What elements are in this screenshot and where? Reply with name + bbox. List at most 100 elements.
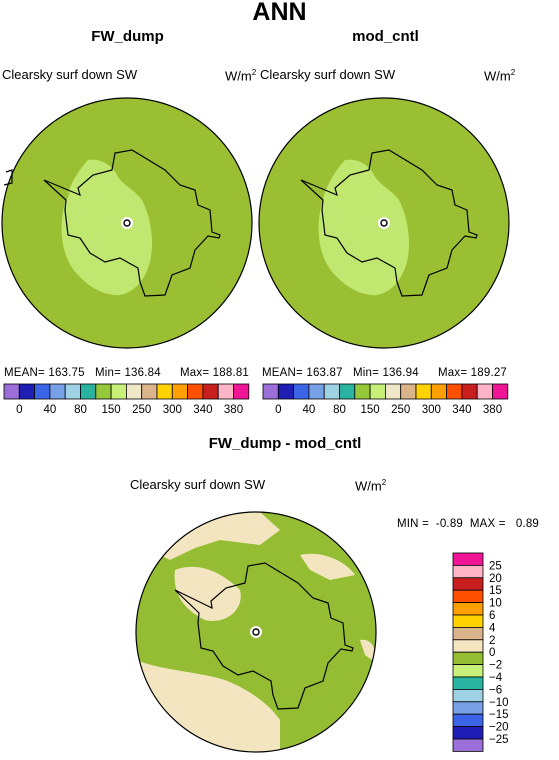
colorbar-diff-tick-label: −25 bbox=[489, 734, 509, 746]
colorbar-diff-swatch bbox=[452, 651, 484, 666]
colorbar-left-swatch bbox=[202, 383, 219, 400]
colorbar-left-swatch bbox=[217, 383, 234, 400]
colorbar-left: 0 40 80 150 250 300 340 380 bbox=[3, 383, 250, 416]
map-diff-outline bbox=[174, 562, 354, 710]
map-left-pole-marker bbox=[121, 217, 133, 229]
colorbar-left-swatch bbox=[171, 383, 189, 400]
colorbar-right-swatch bbox=[277, 383, 294, 400]
colorbar-diff-swatch bbox=[452, 726, 484, 740]
variable-label-right: Clearsky surf down SW bbox=[260, 67, 396, 82]
map-diff bbox=[135, 511, 377, 753]
panel-title-diff: FW_dump - mod_cntl bbox=[208, 435, 362, 452]
stats-mean-right: MEAN= 163.87 bbox=[262, 367, 343, 379]
colorbar-diff-swatch bbox=[452, 689, 484, 703]
colorbar-diff-swatch bbox=[452, 676, 484, 690]
colorbar-left-tick-label: 300 bbox=[163, 404, 182, 416]
colorbar-diff-tick-label: −20 bbox=[489, 722, 509, 734]
colorbar-diff-swatch bbox=[452, 614, 484, 628]
colorbar-diff-swatch bbox=[452, 602, 484, 616]
colorbar-diff-swatch bbox=[452, 664, 484, 678]
colorbar-left-swatch bbox=[34, 383, 51, 400]
colorbar-right-swatch bbox=[293, 383, 310, 400]
panel-title-right: mod_cntl bbox=[352, 28, 419, 45]
colorbar-right-swatch bbox=[492, 383, 509, 400]
map-left bbox=[1, 97, 253, 349]
colorbar-diff-tick-label: −2 bbox=[489, 660, 502, 672]
colorbar-diff-swatch bbox=[452, 639, 484, 653]
panel-title-left: FW_dump bbox=[91, 28, 164, 45]
colorbar-left-swatch bbox=[49, 383, 66, 400]
stats-min-left: Min= 136.84 bbox=[95, 367, 161, 379]
colorbar-diff-tick-label: −15 bbox=[489, 709, 509, 721]
colorbar-right-swatch bbox=[369, 383, 386, 400]
colorbar-left-tick-label: 340 bbox=[193, 404, 212, 416]
colorbar-diff-swatch bbox=[452, 589, 484, 604]
colorbar-right: 0 40 80 150 250 300 340 380 bbox=[262, 383, 509, 416]
colorbar-diff-tick-label: 2 bbox=[489, 635, 495, 647]
colorbar-right-tick-label: 150 bbox=[361, 404, 380, 416]
colorbar-left-tick-label: 40 bbox=[44, 404, 57, 416]
colorbar-right-swatch bbox=[400, 383, 417, 400]
map-right-inner-region bbox=[318, 159, 410, 296]
colorbar-right-tick-label: 80 bbox=[333, 404, 346, 416]
colorbar-diff-swatch bbox=[452, 552, 484, 566]
colorbar-left-tick-label: 80 bbox=[74, 404, 87, 416]
colorbar-left-swatch bbox=[141, 383, 158, 400]
colorbar-right-swatch bbox=[476, 383, 493, 400]
colorbar-diff-tick-label: 10 bbox=[489, 598, 502, 610]
colorbar-right-swatch bbox=[384, 383, 402, 400]
colorbar-diff-tick-label: 0 bbox=[489, 647, 495, 659]
map-left-outline bbox=[43, 149, 221, 297]
colorbar-right-swatch bbox=[446, 383, 463, 400]
colorbar-right-tick-label: 250 bbox=[391, 404, 410, 416]
figure-title: ANN bbox=[252, 0, 307, 26]
stats-max-right: Max= 189.27 bbox=[438, 367, 508, 379]
colorbar-diff-tick-label: −10 bbox=[489, 697, 509, 709]
colorbar-diff-tick-label: 4 bbox=[489, 622, 496, 634]
colorbar-right-tick-label: 300 bbox=[422, 404, 441, 416]
colorbar-left-tick-label: 0 bbox=[16, 404, 22, 416]
colorbar-left-swatch bbox=[233, 383, 250, 400]
units-label-left: W/m2 bbox=[225, 68, 257, 84]
colorbar-right-tick-label: 0 bbox=[275, 404, 281, 416]
colorbar-left-tick-label: 150 bbox=[102, 404, 121, 416]
colorbar-right-tick-label: 340 bbox=[452, 404, 471, 416]
variable-label-left: Clearsky surf down SW bbox=[2, 67, 138, 82]
colorbar-diff-swatch bbox=[452, 738, 484, 752]
colorbar-right-swatch bbox=[461, 383, 478, 400]
colorbar-right-tick-label: 380 bbox=[483, 404, 502, 416]
map-left-inner-region bbox=[61, 159, 153, 296]
map-diff-pale-region-left bbox=[174, 566, 241, 621]
colorbar-left-swatch bbox=[126, 383, 143, 400]
colorbar-diff-tick-label: −4 bbox=[489, 672, 503, 684]
colorbar-left-swatch bbox=[80, 383, 97, 400]
stats-mean-left: MEAN= 163.75 bbox=[4, 367, 85, 379]
map-diff-pole-marker bbox=[250, 626, 262, 638]
colorbar-left-swatch bbox=[156, 383, 173, 400]
colorbar-left-tick-label: 380 bbox=[224, 404, 243, 416]
colorbar-left-tick-label: 250 bbox=[132, 404, 151, 416]
colorbar-right-swatch bbox=[430, 383, 447, 400]
colorbar-left-swatch bbox=[187, 383, 204, 400]
colorbar-diff-swatch bbox=[452, 565, 484, 579]
colorbar-left-swatch bbox=[110, 383, 127, 400]
colorbar-diff-tick-label: −6 bbox=[489, 684, 502, 696]
map-right-outline bbox=[300, 149, 478, 297]
colorbar-diff-swatch bbox=[452, 627, 484, 641]
colorbar-left-swatch bbox=[95, 383, 112, 400]
map-right-pole-marker bbox=[378, 217, 390, 229]
diff-min-max: MIN = -0.89 MAX = 0.89 bbox=[397, 518, 540, 530]
colorbar-diff-swatch bbox=[452, 577, 484, 591]
stats-min-right: Min= 136.94 bbox=[353, 367, 419, 379]
map-diff-pale-region-right bbox=[300, 553, 355, 580]
colorbar-right-swatch bbox=[339, 383, 356, 400]
colorbar-right-swatch bbox=[323, 383, 340, 400]
colorbar-right-swatch bbox=[308, 383, 325, 400]
colorbar-diff-tick-label: 20 bbox=[489, 573, 502, 585]
colorbar-right-swatch bbox=[262, 383, 279, 400]
colorbar-left-swatch bbox=[64, 383, 81, 400]
units-label-right: W/m2 bbox=[484, 68, 516, 84]
variable-label-diff: Clearsky surf down SW bbox=[130, 477, 266, 492]
